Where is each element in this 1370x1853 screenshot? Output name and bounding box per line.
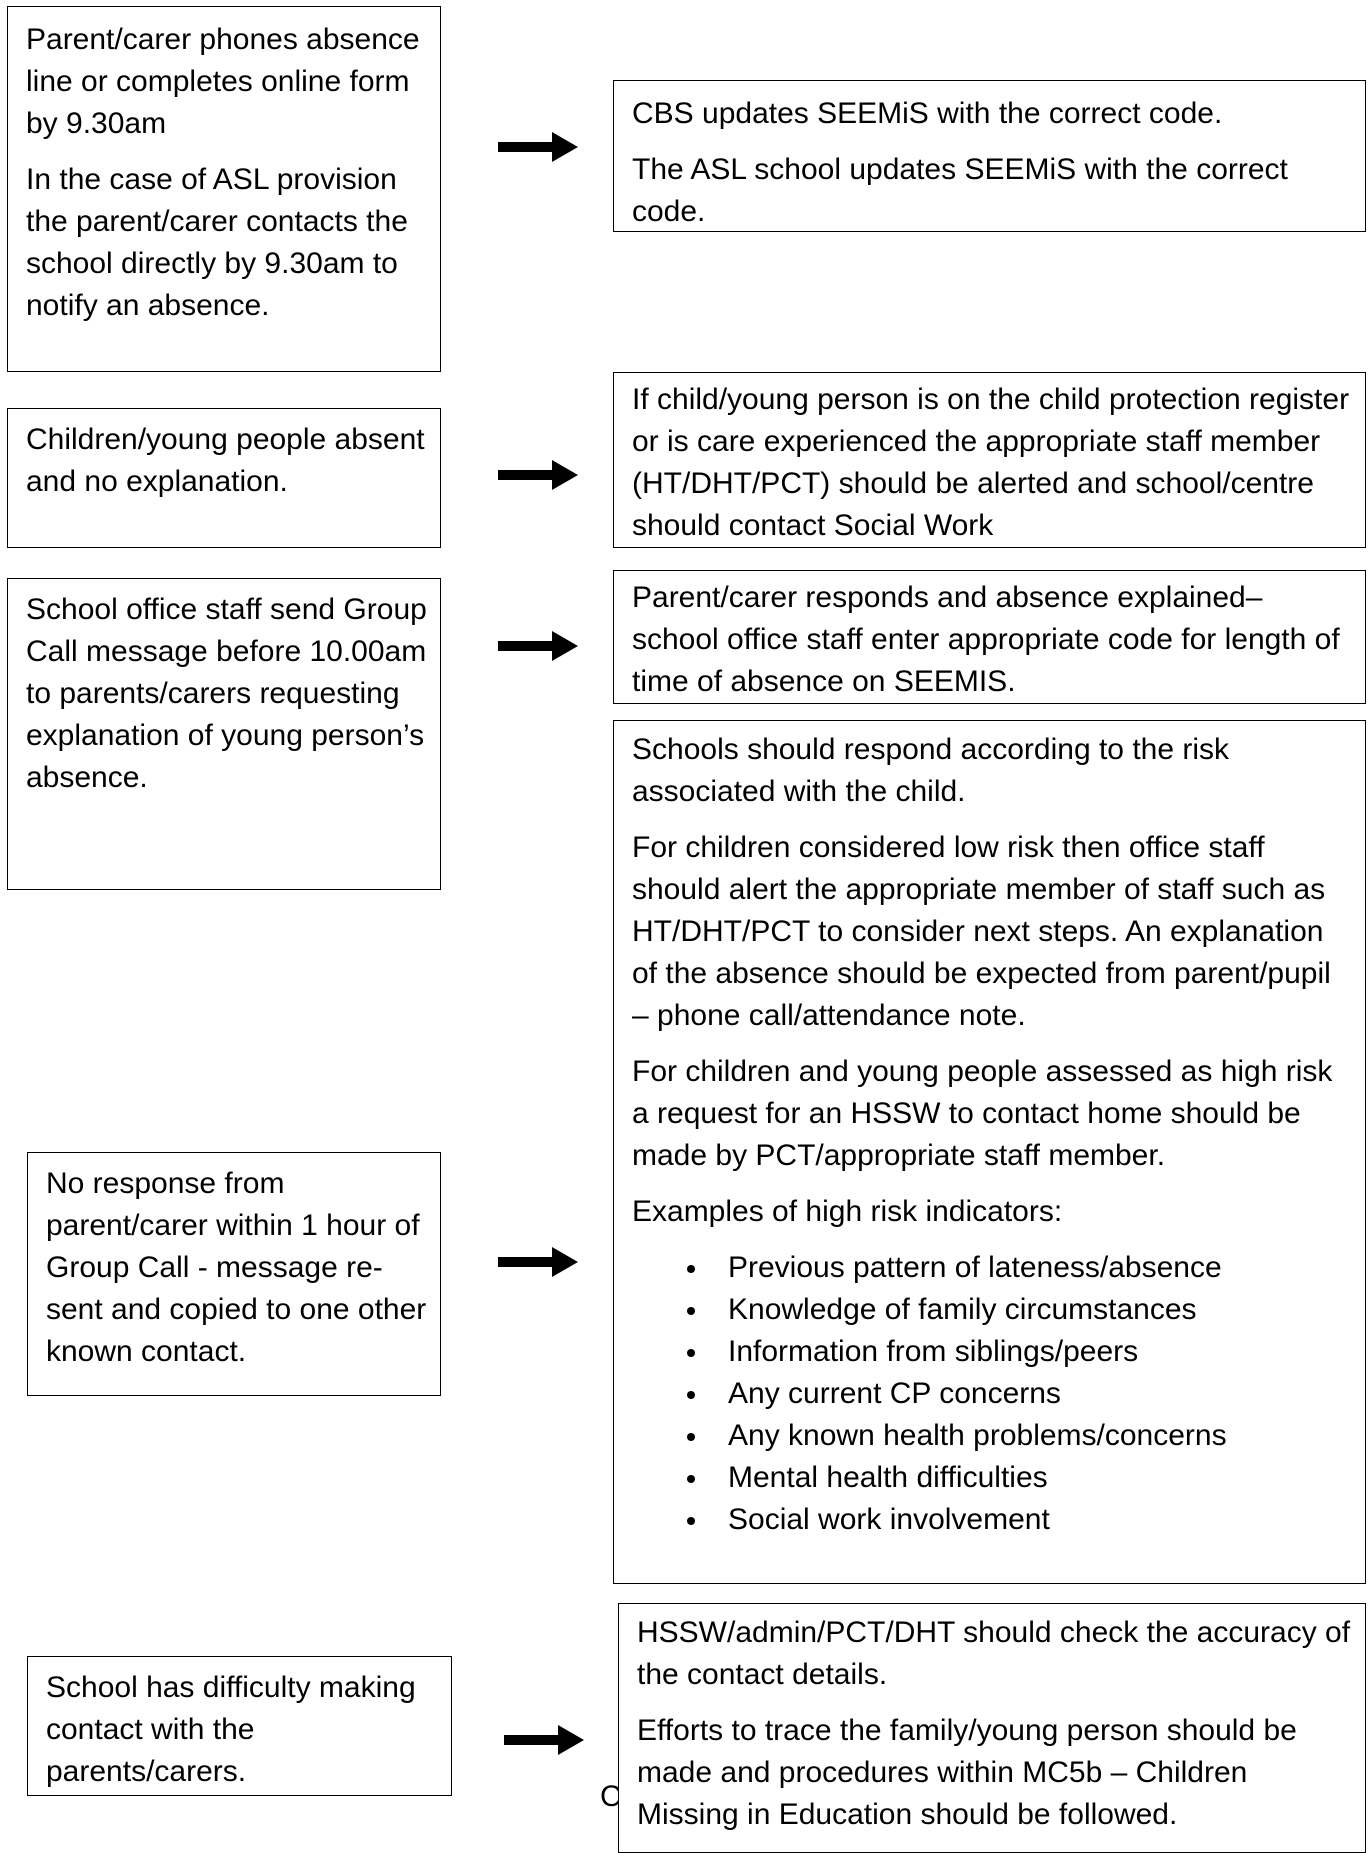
risk-indicator-item: Knowledge of family circumstances xyxy=(710,1289,1353,1331)
risk-indicator-list: Previous pattern of lateness/absence Kno… xyxy=(632,1247,1353,1541)
outcome-box-seemis-update: CBS updates SEEMiS with the correct code… xyxy=(613,80,1366,232)
outcome-box-trace-family: HSSW/admin/PCT/DHT should check the accu… xyxy=(618,1603,1366,1853)
outcome-text: For children and young people assessed a… xyxy=(632,1055,1333,1172)
risk-indicator-item: Information from siblings/peers xyxy=(710,1331,1353,1373)
outcome-text: HSSW/admin/PCT/DHT should check the accu… xyxy=(637,1616,1351,1691)
right-arrow-icon xyxy=(498,460,578,490)
risk-indicator-item: Mental health difficulties xyxy=(710,1457,1353,1499)
step-text: Children/young people absent and no expl… xyxy=(26,423,425,498)
step-box-group-call: School office staff send Group Call mess… xyxy=(7,578,441,890)
outcome-text: CBS updates SEEMiS with the correct code… xyxy=(632,97,1223,130)
outcome-text: For children considered low risk then of… xyxy=(632,831,1331,1032)
outcome-text: Examples of high risk indicators: xyxy=(632,1195,1063,1228)
outcome-box-parent-responds: Parent/carer responds and absence explai… xyxy=(613,570,1366,704)
outcome-text: Efforts to trace the family/young person… xyxy=(637,1714,1297,1831)
outcome-box-child-protection: If child/young person is on the child pr… xyxy=(613,372,1366,548)
outcome-text: If child/young person is on the child pr… xyxy=(632,383,1350,542)
risk-indicator-item: Previous pattern of lateness/absence xyxy=(710,1247,1353,1289)
outcome-text: Schools should respond according to the … xyxy=(632,733,1230,808)
step-text: No response from parent/carer within 1 h… xyxy=(46,1167,427,1368)
right-arrow-icon xyxy=(498,631,578,661)
step-text: In the case of ASL provision the parent/… xyxy=(26,163,408,322)
right-arrow-icon xyxy=(498,1247,578,1277)
step-text: School office staff send Group Call mess… xyxy=(26,593,427,794)
risk-indicator-item: Any known health problems/concerns xyxy=(710,1415,1353,1457)
step-box-absent-no-explanation: Children/young people absent and no expl… xyxy=(7,408,441,548)
outcome-text: Parent/carer responds and absence explai… xyxy=(632,581,1340,698)
outcome-box-risk-response: Schools should respond according to the … xyxy=(613,720,1366,1584)
step-text: Parent/carer phones absence line or comp… xyxy=(26,23,420,140)
right-arrow-icon xyxy=(504,1725,584,1755)
step-text: School has difficulty making contact wit… xyxy=(46,1671,416,1788)
risk-indicator-item: Any current CP concerns xyxy=(710,1373,1353,1415)
outcome-text: The ASL school updates SEEMiS with the c… xyxy=(632,153,1288,228)
risk-indicator-item: Social work involvement xyxy=(710,1499,1353,1541)
step-box-difficulty-contact: School has difficulty making contact wit… xyxy=(27,1656,452,1796)
right-arrow-icon xyxy=(498,132,578,162)
step-box-no-response: No response from parent/carer within 1 h… xyxy=(27,1152,441,1396)
step-box-parent-notifies: Parent/carer phones absence line or comp… xyxy=(7,6,441,372)
stray-glyph: C xyxy=(600,1780,622,1813)
